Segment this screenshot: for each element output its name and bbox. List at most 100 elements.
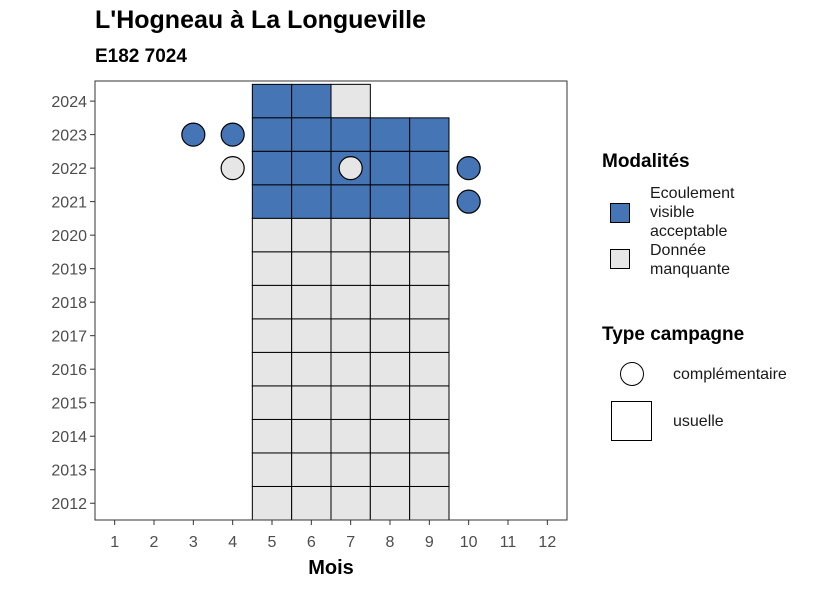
y-tick-label-2024: 2024 xyxy=(51,94,87,111)
legend-key-usuelle xyxy=(611,401,652,441)
tile-2020-7-donnee-manquante xyxy=(330,217,371,253)
tile-2013-7-donnee-manquante xyxy=(330,452,371,487)
y-tick-label-2023: 2023 xyxy=(51,128,87,145)
tile-2023-8-ecoulement-visible-acceptable xyxy=(369,117,411,152)
tile-2016-6-donnee-manquante xyxy=(291,351,332,387)
tile-2017-7-donnee-manquante xyxy=(330,318,371,353)
tile-2012-6-donnee-manquante xyxy=(291,485,332,520)
x-tick-label-7: 7 xyxy=(346,534,355,551)
tile-2024-5-ecoulement-visible-acceptable xyxy=(251,83,293,119)
x-tick-label-12: 12 xyxy=(538,534,556,551)
y-tick-label-2016: 2016 xyxy=(51,362,87,379)
tile-2013-9-donnee-manquante xyxy=(409,452,450,487)
point-2021-10-ecoulement-visible-acceptable xyxy=(456,189,481,214)
tile-2013-5-donnee-manquante xyxy=(251,452,293,487)
tile-2015-7-donnee-manquante xyxy=(330,385,371,420)
legend-key-ecoulement-visible xyxy=(610,203,630,223)
tile-2013-8-donnee-manquante xyxy=(369,452,411,487)
chart-subtitle: E182 7024 xyxy=(95,46,187,67)
tile-2012-8-donnee-manquante xyxy=(369,485,411,520)
legend-label-donnee-manquante: Donnée manquante xyxy=(650,242,731,278)
chart-title: L'Hogneau à La Longueville xyxy=(95,6,426,34)
tile-2022-6-ecoulement-visible-acceptable xyxy=(291,150,332,186)
x-tick-label-2: 2 xyxy=(150,534,159,551)
tile-2018-9-donnee-manquante xyxy=(409,284,450,320)
tile-2023-7-ecoulement-visible-acceptable xyxy=(330,117,371,152)
x-axis-label: Mois xyxy=(308,557,354,579)
tile-2022-9-ecoulement-visible-acceptable xyxy=(409,150,450,186)
tile-2018-6-donnee-manquante xyxy=(291,284,332,320)
tile-2014-8-donnee-manquante xyxy=(369,418,411,454)
x-tick-label-5: 5 xyxy=(268,534,277,551)
y-tick-label-2017: 2017 xyxy=(51,329,87,346)
y-tick-label-2012: 2012 xyxy=(51,496,87,513)
tile-2015-6-donnee-manquante xyxy=(291,385,332,420)
tile-2012-7-donnee-manquante xyxy=(330,485,371,520)
tile-2015-5-donnee-manquante xyxy=(251,385,293,420)
tile-2020-9-donnee-manquante xyxy=(409,217,450,253)
tile-2022-5-ecoulement-visible-acceptable xyxy=(251,150,293,186)
tile-2016-5-donnee-manquante xyxy=(251,351,293,387)
legend-key-complementaire xyxy=(620,362,644,386)
x-tick-label-9: 9 xyxy=(425,534,434,551)
tile-2017-5-donnee-manquante xyxy=(251,318,293,353)
tile-2020-8-donnee-manquante xyxy=(369,217,411,253)
y-tick-label-2018: 2018 xyxy=(51,295,87,312)
x-tick-label-10: 10 xyxy=(460,534,478,551)
legend-modalites-title: Modalités xyxy=(602,151,690,172)
tile-2019-8-donnee-manquante xyxy=(369,251,411,286)
tile-2015-8-donnee-manquante xyxy=(369,385,411,420)
x-tick-label-1: 1 xyxy=(110,534,119,551)
point-2023-3-ecoulement-visible-acceptable xyxy=(181,122,206,147)
point-2022-7-donnee-manquante xyxy=(338,156,363,181)
tile-2019-7-donnee-manquante xyxy=(330,251,371,286)
x-tick-label-8: 8 xyxy=(386,534,395,551)
tile-2023-9-ecoulement-visible-acceptable xyxy=(409,117,450,152)
tile-2021-9-ecoulement-visible-acceptable xyxy=(409,184,450,219)
y-tick-label-2022: 2022 xyxy=(51,161,87,178)
tile-2014-7-donnee-manquante xyxy=(330,418,371,454)
tile-2021-5-ecoulement-visible-acceptable xyxy=(251,184,293,219)
legend-label-complementaire: complémentaire xyxy=(673,366,787,383)
tile-2022-8-ecoulement-visible-acceptable xyxy=(369,150,411,186)
legend-label-usuelle: usuelle xyxy=(673,413,724,430)
legend-label-ecoulement-visible: Ecoulement visible acceptable xyxy=(650,185,735,240)
legend-type-campagne-title: Type campagne xyxy=(602,324,745,345)
y-tick-label-2021: 2021 xyxy=(51,195,87,212)
tile-2021-6-ecoulement-visible-acceptable xyxy=(291,184,332,219)
y-tick-label-2014: 2014 xyxy=(51,429,87,446)
tile-2021-7-ecoulement-visible-acceptable xyxy=(330,184,371,219)
tile-2018-5-donnee-manquante xyxy=(251,284,293,320)
x-tick-label-3: 3 xyxy=(189,534,198,551)
tile-2015-9-donnee-manquante xyxy=(409,385,450,420)
tile-2016-7-donnee-manquante xyxy=(330,351,371,387)
panel-border xyxy=(94,80,568,521)
tile-2014-5-donnee-manquante xyxy=(251,418,293,454)
tile-2014-6-donnee-manquante xyxy=(291,418,332,454)
tile-2013-6-donnee-manquante xyxy=(291,452,332,487)
tile-2012-5-donnee-manquante xyxy=(251,485,293,520)
point-2023-4-ecoulement-visible-acceptable xyxy=(220,122,245,147)
tile-2012-9-donnee-manquante xyxy=(409,485,450,520)
tile-2021-8-ecoulement-visible-acceptable xyxy=(369,184,411,219)
y-tick-label-2019: 2019 xyxy=(51,262,87,279)
tile-2023-6-ecoulement-visible-acceptable xyxy=(291,117,332,152)
x-tick-label-6: 6 xyxy=(307,534,316,551)
tile-2014-9-donnee-manquante xyxy=(409,418,450,454)
tile-2019-9-donnee-manquante xyxy=(409,251,450,286)
tile-2017-6-donnee-manquante xyxy=(291,318,332,353)
tile-2017-8-donnee-manquante xyxy=(369,318,411,353)
tile-2018-7-donnee-manquante xyxy=(330,284,371,320)
tile-2020-6-donnee-manquante xyxy=(291,217,332,253)
tile-2023-5-ecoulement-visible-acceptable xyxy=(251,117,293,152)
tile-2016-8-donnee-manquante xyxy=(369,351,411,387)
tile-2020-5-donnee-manquante xyxy=(251,217,293,253)
x-tick-label-11: 11 xyxy=(500,534,517,551)
x-tick-label-4: 4 xyxy=(228,534,237,551)
tile-2024-6-ecoulement-visible-acceptable xyxy=(291,83,332,119)
tile-2017-9-donnee-manquante xyxy=(409,318,450,353)
tile-2019-5-donnee-manquante xyxy=(251,251,293,286)
tile-2016-9-donnee-manquante xyxy=(409,351,450,387)
y-tick-label-2020: 2020 xyxy=(51,228,87,245)
